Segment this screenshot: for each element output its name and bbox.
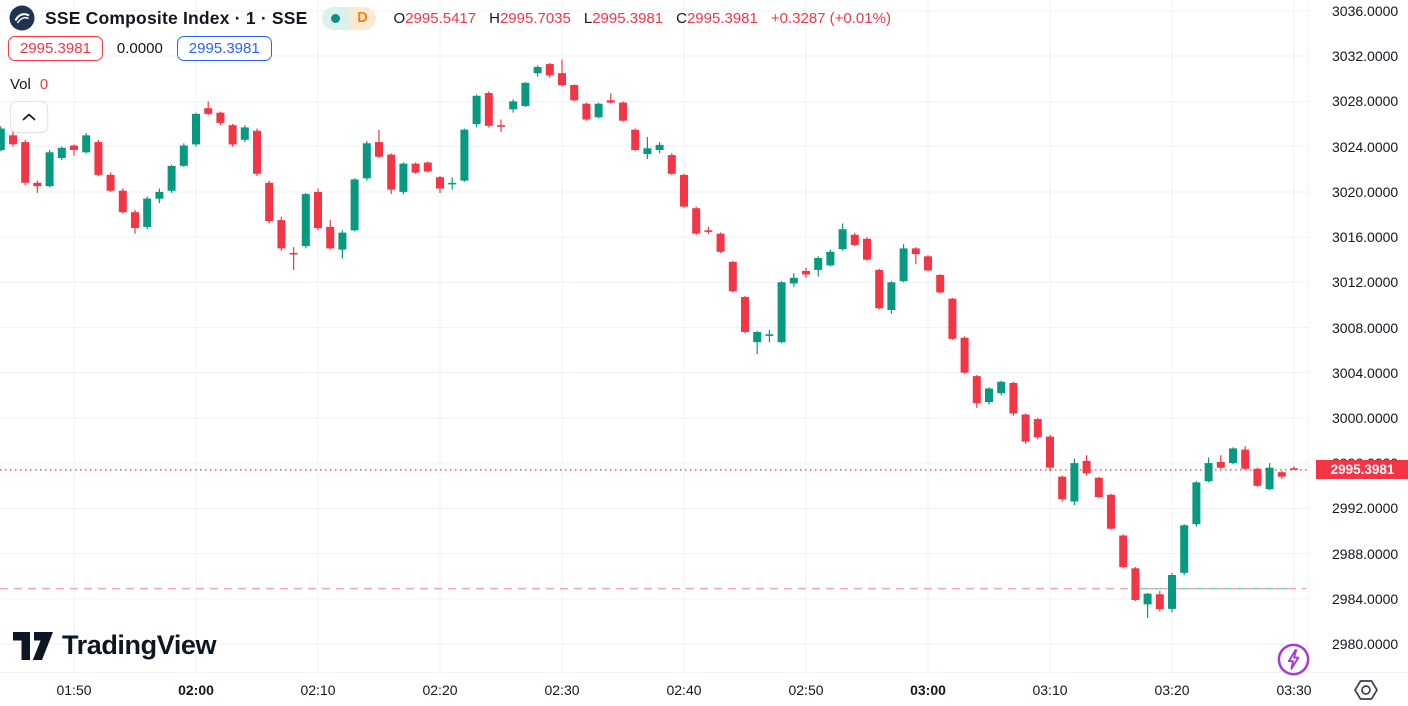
high-value: 2995.7035 <box>499 9 571 27</box>
chevron-up-icon <box>22 113 36 121</box>
time-axis-label: 02:50 <box>788 682 824 698</box>
high-label: H <box>489 9 500 27</box>
time-axis-label: 02:30 <box>544 682 580 698</box>
time-axis-label: 02:10 <box>300 682 336 698</box>
volume-legend: Vol 0 <box>10 76 48 93</box>
price-axis-label: 3020.0000 <box>1332 183 1399 200</box>
price-axis-label: 2992.0000 <box>1332 500 1399 517</box>
market-open-dot-icon <box>321 6 350 30</box>
open-label: O <box>393 9 406 27</box>
tradingview-logo-icon <box>13 631 53 660</box>
time-axis-label: 02:20 <box>422 682 458 698</box>
quick-trade-button[interactable] <box>1276 642 1311 677</box>
time-axis-label: 03:10 <box>1032 682 1068 698</box>
price-axis-label: 2980.0000 <box>1332 636 1399 652</box>
price-axis-label: 3004.0000 <box>1332 364 1399 381</box>
time-axis-label: 03:30 <box>1276 682 1312 698</box>
interval-letter: D <box>349 6 376 30</box>
candlestick-chart[interactable] <box>0 0 1308 672</box>
open-value: 2995.5417 <box>405 9 477 27</box>
price-axis-label: 3036.0000 <box>1332 3 1399 19</box>
price-axis-label: 3024.0000 <box>1332 138 1399 155</box>
price-axis-label: 2984.0000 <box>1332 590 1399 607</box>
axis-settings-button[interactable] <box>1353 679 1379 701</box>
time-axis-label: 01:50 <box>56 682 92 698</box>
ohlc-readout: O2995.5417 H2995.7035 L2995.3981 C2995.3… <box>394 10 891 27</box>
time-axis-label: 02:40 <box>666 682 702 698</box>
market-interval-badge[interactable]: D <box>321 6 376 30</box>
close-value: 2995.3981 <box>686 9 758 27</box>
price-axis-label: 3000.0000 <box>1332 409 1399 426</box>
price-axis[interactable]: 2995.3981 3036.0000 3032.0000 3028.0000 302… <box>1308 0 1408 672</box>
symbol-title[interactable]: SSE Composite Index · 1 · SSE <box>45 7 308 28</box>
candlestick-plot-area[interactable] <box>0 0 1308 672</box>
lightning-bolt-icon <box>1277 643 1310 676</box>
price-axis-label: 3008.0000 <box>1332 319 1399 336</box>
current-price-badge: 2995.3981 <box>1316 460 1408 480</box>
time-axis-label: 03:20 <box>1154 682 1190 698</box>
tradingview-watermark[interactable]: TradingView <box>13 630 217 661</box>
trade-price-row: 2995.3981 0.0000 2995.3981 <box>8 36 272 61</box>
change-value: +0.3287 (+0.01%) <box>770 9 891 27</box>
spread-value: 0.0000 <box>116 40 163 57</box>
sell-price-button[interactable]: 2995.3981 <box>8 36 103 61</box>
price-axis-label: 3016.0000 <box>1332 229 1399 246</box>
time-axis[interactable]: 01:50 02:00 02:10 02:20 02:30 02:40 02:50 03:00… <box>0 672 1408 706</box>
tradingview-wordmark: TradingView <box>62 630 217 660</box>
price-axis-label: 3032.0000 <box>1332 48 1399 65</box>
gear-icon <box>1354 680 1378 700</box>
volume-label: Vol <box>10 76 31 93</box>
time-axis-label: 03:00 <box>910 682 946 698</box>
low-label: L <box>583 9 593 27</box>
close-label: C <box>676 9 687 27</box>
buy-price-button[interactable]: 2995.3981 <box>176 36 272 61</box>
sse-symbol-logo-icon <box>8 4 36 32</box>
low-value: 2995.3981 <box>592 9 664 27</box>
price-axis-label: 3012.0000 <box>1332 274 1399 291</box>
symbol-legend: SSE Composite Index · 1 · SSE D O2995.54… <box>8 5 891 31</box>
time-axis-label: 02:00 <box>178 682 214 698</box>
price-axis-label: 3028.0000 <box>1332 93 1399 110</box>
price-axis-label: 2988.0000 <box>1332 545 1399 562</box>
collapse-legend-button[interactable] <box>10 101 48 133</box>
volume-value: 0 <box>39 76 49 93</box>
